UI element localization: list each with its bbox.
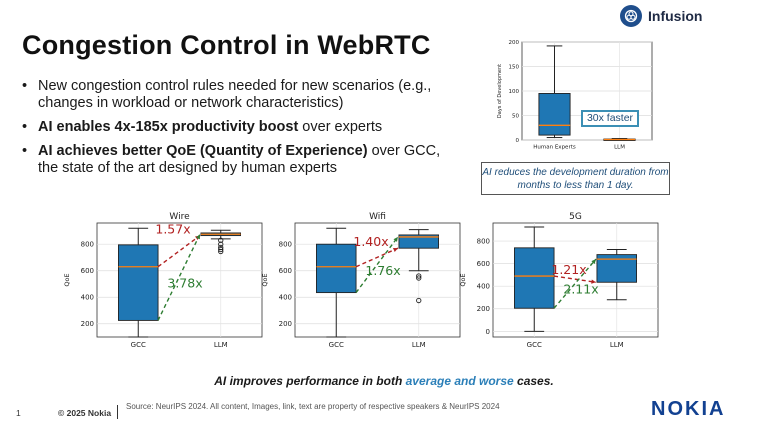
y-tick-label: 200 (279, 320, 292, 328)
wifi-qoe-boxplot: 200 400 600 800 GCC LLM Wifi QoE 1.40x 1.76x (261, 212, 461, 349)
chart-title: 5G (569, 212, 582, 222)
y-tick-label: 150 (509, 64, 520, 70)
y-tick-label: 200 (477, 305, 490, 313)
wire-qoe-boxplot: 200 400 600 800 GCC LLM Wire QoE 1.57x 3.78x (63, 212, 263, 349)
y-tick-label: 600 (279, 267, 292, 275)
box-human-experts (538, 93, 571, 136)
ratio-arrow (157, 233, 201, 321)
bullet-text: New congestion control rules needed for … (38, 78, 432, 111)
outlier-point (416, 297, 422, 304)
bullet-list: New congestion control rules needed for … (22, 78, 462, 184)
faster-annotation: 30x faster (581, 110, 639, 127)
infusion-wordmark: Infusion (648, 8, 703, 24)
y-tick-label: 200 (509, 40, 520, 46)
caption-pre: AI improves performance in both (214, 374, 406, 388)
box-gcc (316, 243, 357, 294)
ratio-arrow (355, 236, 399, 294)
bullet-item: AI enables 4x-185x productivity boost ov… (22, 119, 462, 136)
y-tick-label: 400 (81, 294, 94, 302)
bullet-bold: AI enables 4x-185x productivity boost (38, 119, 299, 135)
x-tick-label: Human Experts (533, 145, 576, 151)
worst-case-ratio: 1.40x (353, 234, 388, 249)
y-tick-label: 100 (509, 89, 520, 95)
outlier-point (416, 275, 422, 281)
average-ratio: 3.78x (167, 275, 202, 290)
5g-qoe-boxplot: 0 200 400 600 800 GCC LLM 5G QoE 1.21x 2.11x (459, 212, 659, 349)
footer-divider (117, 405, 118, 419)
x-tick-label: LLM (214, 341, 228, 349)
ratio-arrowhead (591, 279, 596, 284)
chart-title: Wifi (369, 212, 386, 222)
caption: AI improves performance in both average … (0, 374, 768, 388)
nokia-logo: NOKIA (651, 398, 726, 420)
outlier-point (218, 248, 224, 255)
ratio-arrowhead (196, 234, 200, 240)
y-tick-label: 600 (81, 267, 94, 275)
outlier-point (218, 241, 224, 247)
average-ratio: 2.11x (563, 282, 598, 297)
bullet-text: over experts (298, 119, 383, 135)
page-number: 1 (16, 408, 21, 418)
worst-case-ratio: 1.21x (551, 262, 586, 277)
dev-duration-note: AI reduces the development duration from… (481, 162, 670, 195)
infusion-emblem-icon (620, 5, 642, 27)
ratio-arrowhead (591, 259, 596, 264)
y-axis-label: QoE (63, 273, 71, 286)
ratio-arrow (355, 247, 399, 268)
y-tick-label: 400 (477, 283, 490, 291)
y-tick-label: 400 (279, 294, 292, 302)
outlier-point (218, 246, 224, 253)
x-tick-label: GCC (329, 341, 344, 349)
ratio-arrow (553, 258, 597, 309)
copyright: © 2025 Nokia (58, 408, 112, 418)
y-axis-label: QoE (261, 273, 269, 286)
y-tick-label: 0 (486, 328, 490, 336)
y-tick-label: 800 (477, 238, 490, 246)
box-llm (398, 234, 439, 249)
x-tick-label: LLM (412, 341, 426, 349)
x-tick-label: GCC (527, 341, 542, 349)
caption-highlight: average and worse (405, 374, 514, 388)
ratio-arrow (157, 235, 201, 268)
bullet-item: New congestion control rules needed for … (22, 78, 462, 112)
box-gcc (118, 244, 159, 321)
bullet-item: AI achieves better QoE (Quantity of Expe… (22, 143, 462, 177)
ratio-arrow (553, 275, 597, 283)
y-tick-label: 800 (279, 241, 292, 249)
y-tick-label: 50 (512, 113, 519, 119)
y-tick-label: 800 (81, 241, 94, 249)
x-tick-label: LLM (614, 145, 625, 151)
ratio-arrowhead (392, 248, 398, 252)
infusion-logo: Infusion (620, 4, 702, 28)
average-ratio: 1.76x (365, 263, 400, 278)
source-note: Source: NeurIPS 2024. All content, Image… (126, 402, 500, 411)
dev-time-boxplot: 0 50 100 150 200 Human Experts LLM Days of Deve… (497, 40, 653, 151)
box-gcc (514, 247, 555, 309)
y-axis-label: QoE (459, 273, 467, 286)
bullet-bold: AI achieves better QoE (Quantity of Expe… (38, 143, 368, 159)
outlier-point (416, 273, 422, 279)
y-tick-label: 0 (516, 138, 520, 144)
caption-post: cases. (513, 374, 554, 388)
y-axis-label: Days of Development (497, 64, 503, 118)
y-tick-label: 600 (477, 260, 490, 268)
x-tick-label: GCC (131, 341, 146, 349)
ratio-arrowhead (393, 236, 398, 242)
bullet-text: over GCC, the state of the art designed … (38, 143, 441, 176)
x-tick-label: LLM (610, 341, 624, 349)
y-tick-label: 200 (81, 320, 94, 328)
slide-title: Congestion Control in WebRTC (22, 30, 431, 60)
chart-title: Wire (169, 212, 190, 222)
worst-case-ratio: 1.57x (155, 222, 190, 237)
